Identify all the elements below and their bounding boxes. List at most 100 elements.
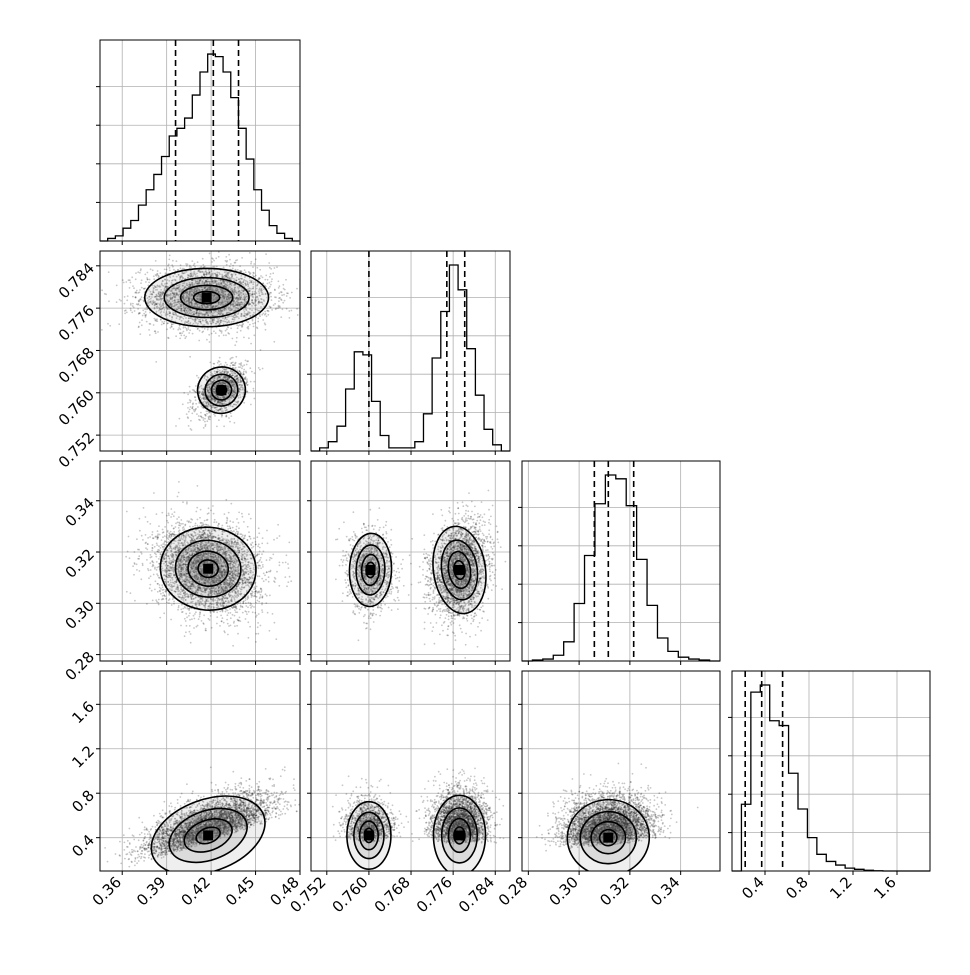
scatter-point <box>245 360 247 362</box>
scatter-point <box>153 324 155 326</box>
scatter-point <box>232 364 234 366</box>
scatter-point <box>213 260 215 262</box>
scatter-point <box>280 291 282 293</box>
scatter-point <box>252 266 254 268</box>
density-peak <box>202 293 212 303</box>
scatter-point <box>226 260 228 262</box>
scatter-point <box>253 388 255 390</box>
scatter-point <box>296 288 298 290</box>
scatter-point <box>266 315 268 317</box>
scatter-point <box>130 308 132 310</box>
scatter-point <box>140 299 142 301</box>
scatter-point <box>182 268 184 270</box>
scatter-point <box>195 399 197 401</box>
scatter-point <box>296 308 298 310</box>
scatter-point <box>138 326 140 328</box>
scatter-point <box>145 281 147 283</box>
scatter-point <box>219 364 221 366</box>
scatter-point <box>173 269 175 271</box>
scatter-point <box>243 337 245 339</box>
scatter-point <box>279 305 281 307</box>
scatter-point <box>192 333 194 335</box>
scatter-point <box>263 550 265 552</box>
scatter-point <box>286 308 288 310</box>
scatter-point <box>189 409 191 411</box>
scatter-point <box>227 525 229 527</box>
scatter-point <box>206 420 208 422</box>
scatter-point <box>262 319 264 321</box>
scatter-point <box>143 313 145 315</box>
scatter-point <box>288 310 290 312</box>
scatter-point <box>289 297 291 299</box>
scatter-point <box>225 260 227 262</box>
scatter-point <box>157 270 159 272</box>
scatter-point <box>166 328 168 330</box>
scatter-point <box>171 323 173 325</box>
scatter-point <box>284 289 286 291</box>
scatter-point <box>145 311 147 313</box>
scatter-point <box>168 259 170 261</box>
scatter-point <box>221 332 223 334</box>
scatter-point <box>215 257 217 259</box>
scatter-point <box>169 270 171 272</box>
scatter-point <box>189 612 191 614</box>
scatter-point <box>232 521 234 523</box>
scatter-point <box>253 276 255 278</box>
scatter-point <box>278 300 280 302</box>
scatter-point <box>232 265 234 267</box>
scatter-point <box>235 367 237 369</box>
scatter-point <box>248 637 250 639</box>
scatter-point <box>199 330 201 332</box>
scatter-point <box>229 365 231 367</box>
scatter-point <box>204 421 206 423</box>
scatter-point <box>187 417 189 419</box>
scatter-point <box>160 547 162 549</box>
scatter-point <box>218 335 220 337</box>
scatter-point <box>225 330 227 332</box>
scatter-point <box>136 290 138 292</box>
scatter-point <box>223 425 225 427</box>
scatter-point <box>253 390 255 392</box>
scatter-point <box>164 269 166 271</box>
scatter-point <box>122 279 124 281</box>
scatter-point <box>285 279 287 281</box>
scatter-point <box>257 321 259 323</box>
scatter-point <box>234 364 236 366</box>
scatter-point <box>187 407 189 409</box>
scatter-point <box>249 272 251 274</box>
scatter-point <box>221 416 223 418</box>
scatter-point <box>177 329 179 331</box>
scatter-point <box>133 287 135 289</box>
scatter-point <box>219 357 221 359</box>
scatter-point <box>141 319 143 321</box>
scatter-point <box>136 303 138 305</box>
scatter-point <box>267 283 269 285</box>
scatter-point <box>132 296 134 298</box>
scatter-point <box>286 295 288 297</box>
scatter-point <box>203 427 205 429</box>
scatter-point <box>248 337 250 339</box>
scatter-point <box>211 261 213 263</box>
scatter-point <box>179 338 181 340</box>
scatter-point <box>116 301 118 303</box>
scatter-point <box>279 297 281 299</box>
scatter-point <box>297 314 299 316</box>
scatter-point <box>130 282 132 284</box>
joint-p0-p2 <box>125 481 292 647</box>
scatter-point <box>265 275 267 277</box>
scatter-point <box>301 300 303 302</box>
scatter-point <box>250 381 252 383</box>
scatter-point <box>141 553 143 555</box>
scatter-point <box>213 363 215 365</box>
scatter-point <box>227 327 229 329</box>
scatter-point <box>134 310 136 312</box>
scatter-point <box>277 307 279 309</box>
scatter-point <box>194 266 196 268</box>
scatter-point <box>183 335 185 337</box>
scatter-point <box>253 398 255 400</box>
scatter-point <box>234 363 236 365</box>
scatter-point <box>132 285 134 287</box>
scatter-point <box>144 315 146 317</box>
scatter-point <box>192 406 194 408</box>
